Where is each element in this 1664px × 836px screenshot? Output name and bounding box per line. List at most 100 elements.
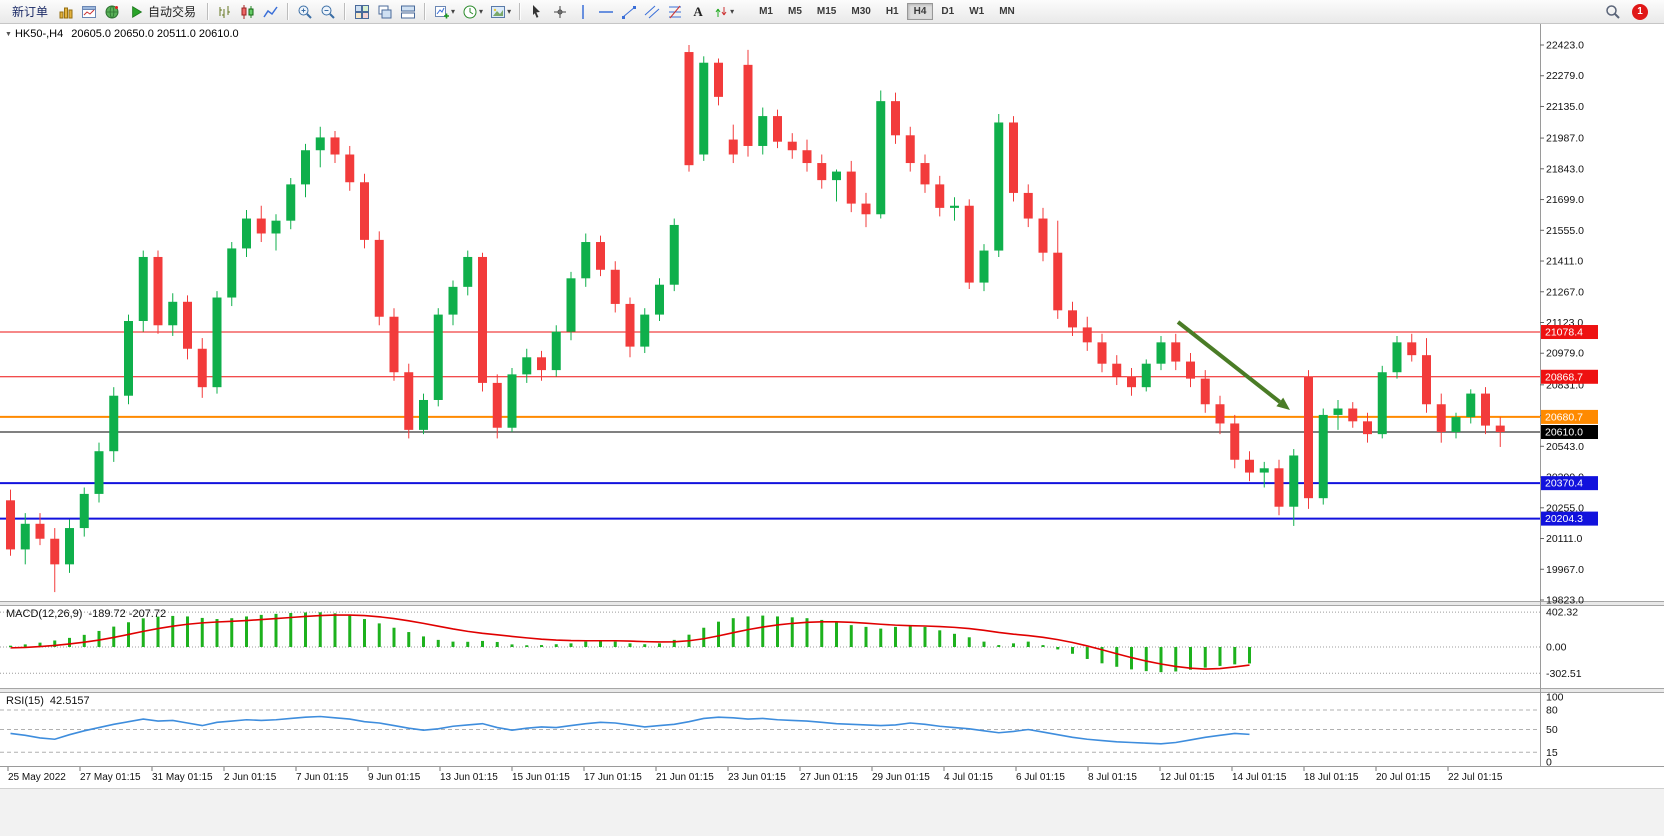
arrows-tool-button[interactable]: ▾ [710,2,737,22]
candle-body [566,278,576,332]
candle-body [905,135,915,164]
zoom-in-button[interactable] [294,2,316,22]
periods-button[interactable]: ▾ [459,2,486,22]
fibonacci-icon [669,5,682,18]
cursor-tool-button[interactable] [526,2,548,22]
crosshair-icon [554,5,567,18]
trend-arrow[interactable] [1176,320,1290,410]
timeframe-m15-button[interactable]: M15 [810,3,843,20]
toolbar-separator [519,3,522,20]
timeframe-m5-button[interactable]: M5 [781,3,809,20]
toolbar-right-group: 1 [1602,2,1658,22]
candle-body [1156,342,1166,364]
arrange-windows-icon [401,5,416,18]
candle-body [920,163,930,185]
trend-arrow-shaft [1176,320,1282,404]
equidistant-channel-icon [644,5,660,18]
time-axis-label: 20 Jul 01:15 [1376,772,1431,783]
candle-body [743,64,753,146]
price-tag-label: 20680.7 [1545,411,1583,423]
candle-body [640,314,650,347]
macd-axis-label: -302.51 [1546,668,1582,680]
data-window-button[interactable] [78,2,100,22]
time-axis[interactable]: 25 May 2022 27 May 01:15 31 May 01:15 2 Jun… [0,766,1664,784]
new-chart-button[interactable]: ▾ [431,2,458,22]
candle-body [183,301,192,349]
horizontal-line-tool-button[interactable] [595,2,617,22]
market-watch-button[interactable] [55,2,77,22]
bar-chart-button[interactable] [214,2,236,22]
candle-body [1407,342,1417,356]
timeframe-m30-button[interactable]: M30 [844,3,877,20]
trendline-tool-button[interactable] [618,2,640,22]
vertical-line-tool-button[interactable] [572,2,594,22]
timeframe-mn-button[interactable]: MN [992,3,1022,20]
price-axis-label: 21555.0 [1546,225,1584,237]
ohlc-bars-icon [219,5,231,18]
autotrading-button[interactable]: 自动交易 [124,2,202,22]
timeframe-h4-button[interactable]: H4 [906,3,934,20]
candle-body [758,116,768,146]
candle-body [1274,468,1284,507]
candle-body [1215,404,1225,424]
candle-body [994,122,1004,251]
templates-button[interactable]: ▾ [487,2,514,22]
candle-body [345,154,355,183]
fibonacci-tool-button[interactable] [664,2,686,22]
price-axis-label: 21267.0 [1546,286,1584,298]
candle-body [1171,342,1181,362]
panel-splitter[interactable] [0,688,1664,693]
candle-body [1466,393,1476,418]
trend-arrow-head [1276,397,1290,410]
search-button[interactable] [1602,2,1624,22]
candle-body [935,184,945,208]
crosshair-tool-button[interactable] [549,2,571,22]
collapse-subwindow-icon[interactable]: ▼ [5,31,12,38]
toolbar-separator [424,3,427,20]
candle-body [773,116,782,142]
candle-body [1333,408,1343,415]
time-axis-label: 27 May 01:15 [80,772,141,783]
arrange-windows-button[interactable] [397,2,419,22]
main-price-chart [0,45,1540,593]
price-axis[interactable]: 22423.0 22279.0 22135.0 21987.0 21843.0 21699… [1540,24,1598,766]
time-axis-label: 18 Jul 01:15 [1304,772,1359,783]
timeframe-h1-button[interactable]: H1 [879,3,906,20]
cascade-windows-button[interactable] [374,2,396,22]
candle-body [1451,417,1461,433]
text-tool-button[interactable]: A [687,2,709,22]
candle-body [94,451,104,494]
timeframe-m1-button[interactable]: M1 [752,3,780,20]
channel-tool-button[interactable] [641,2,663,22]
tile-windows-button[interactable] [351,2,373,22]
new-order-button[interactable]: 新订单 [6,2,54,22]
time-axis-label: 15 Jun 01:15 [512,772,570,783]
line-chart-button[interactable] [260,2,282,22]
zoom-out-button[interactable] [317,2,339,22]
candle-body [669,224,679,285]
candlestick-chart-button[interactable] [237,2,259,22]
time-axis-label: 23 Jun 01:15 [728,772,786,783]
candle-body [964,205,974,283]
navigator-button[interactable] [101,2,123,22]
macd-name: MACD(12,26,9) [6,608,83,620]
candle-body [610,269,620,304]
candle-body [6,500,15,550]
line-chart-icon [263,6,278,17]
price-axis-label: 20979.0 [1546,348,1584,360]
template-image-icon [491,5,506,18]
price-axis-label: 21843.0 [1546,163,1584,175]
candlestick-icon [241,4,254,19]
timeframe-w1-button[interactable]: W1 [962,3,991,20]
rsi-axis-label: 50 [1546,724,1558,736]
candle-body [625,303,635,347]
chart-background[interactable] [0,24,1664,836]
timeframe-d1-button[interactable]: D1 [934,3,961,20]
candle-body [1377,372,1387,435]
panel-splitter[interactable] [0,601,1664,606]
time-axis-label: 25 May 2022 [8,772,66,783]
rsi-line [10,715,1250,745]
candle-body [1318,414,1328,499]
notification-badge[interactable]: 1 [1632,3,1648,20]
